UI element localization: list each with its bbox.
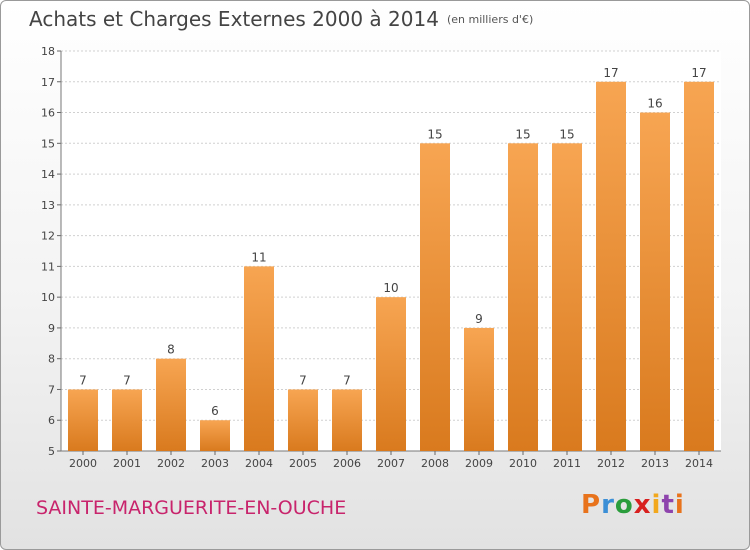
bar-2005 xyxy=(288,389,318,451)
x-tick-label-2004: 2004 xyxy=(245,457,273,470)
bar-2008 xyxy=(420,143,450,452)
data-label-2005: 7 xyxy=(299,373,307,387)
data-label-2010: 15 xyxy=(515,127,530,141)
y-tick-label: 6 xyxy=(48,414,55,427)
x-tick-label-2003: 2003 xyxy=(201,457,229,470)
x-tick-label-2008: 2008 xyxy=(421,457,449,470)
x-tick-label-2000: 2000 xyxy=(69,457,97,470)
y-tick-label: 8 xyxy=(48,353,55,366)
data-label-2008: 15 xyxy=(427,127,442,141)
y-tick-label: 9 xyxy=(48,322,55,335)
bar-2013 xyxy=(640,112,670,452)
y-tick-label: 7 xyxy=(48,383,55,396)
data-label-2011: 15 xyxy=(559,127,574,141)
bar-2012 xyxy=(596,81,626,452)
data-label-2003: 6 xyxy=(211,404,219,418)
bar-2010 xyxy=(508,143,538,452)
y-tick-label: 11 xyxy=(41,260,55,273)
proxiti-logo: Proxiti xyxy=(581,490,685,520)
bar-2003 xyxy=(200,420,230,451)
bar-2000 xyxy=(68,389,98,451)
bar-2001 xyxy=(112,389,142,451)
y-tick-label: 5 xyxy=(48,445,55,458)
chart-subtitle: (en milliers d'€) xyxy=(446,13,534,26)
bar-2007 xyxy=(376,297,406,451)
x-tick-label-2012: 2012 xyxy=(597,457,625,470)
chart-title: Achats et Charges Externes 2000 à 2014 xyxy=(29,7,439,31)
bar-2014 xyxy=(684,81,714,452)
x-tick-label-2006: 2006 xyxy=(333,457,361,470)
x-tick-label-2005: 2005 xyxy=(289,457,317,470)
x-tick-label-2001: 2001 xyxy=(113,457,141,470)
bar-2002 xyxy=(156,358,186,451)
y-tick-label: 12 xyxy=(41,230,55,243)
chart-title-block: Achats et Charges Externes 2000 à 2014 (e… xyxy=(29,7,533,31)
bar-2004 xyxy=(244,266,274,451)
data-label-2007: 10 xyxy=(383,281,398,295)
data-label-2002: 8 xyxy=(167,343,175,357)
y-tick-label: 18 xyxy=(41,45,55,58)
x-tick-label-2007: 2007 xyxy=(377,457,405,470)
x-tick-label-2014: 2014 xyxy=(685,457,713,470)
data-label-2013: 16 xyxy=(647,97,662,111)
x-tick-label-2002: 2002 xyxy=(157,457,185,470)
bar-2009 xyxy=(464,327,494,451)
x-tick-label-2013: 2013 xyxy=(641,457,669,470)
data-label-2001: 7 xyxy=(123,373,131,387)
data-label-2000: 7 xyxy=(79,373,87,387)
x-tick-label-2010: 2010 xyxy=(509,457,537,470)
commune-name: SAINTE-MARGUERITE-EN-OUCHE xyxy=(36,497,347,519)
x-tick-label-2009: 2009 xyxy=(465,457,493,470)
y-tick-label: 16 xyxy=(41,107,55,120)
bar-2006 xyxy=(332,389,362,451)
data-label-2006: 7 xyxy=(343,373,351,387)
y-tick-label: 17 xyxy=(41,76,55,89)
y-tick-label: 10 xyxy=(41,291,55,304)
y-tick-label: 13 xyxy=(41,199,55,212)
bar-2011 xyxy=(552,143,582,452)
y-tick-label: 15 xyxy=(41,137,55,150)
data-label-2014: 17 xyxy=(691,66,706,80)
data-label-2004: 11 xyxy=(251,250,266,264)
data-label-2009: 9 xyxy=(475,312,483,326)
x-tick-label-2011: 2011 xyxy=(553,457,581,470)
y-tick-label: 14 xyxy=(41,168,55,181)
data-label-2012: 17 xyxy=(603,66,618,80)
